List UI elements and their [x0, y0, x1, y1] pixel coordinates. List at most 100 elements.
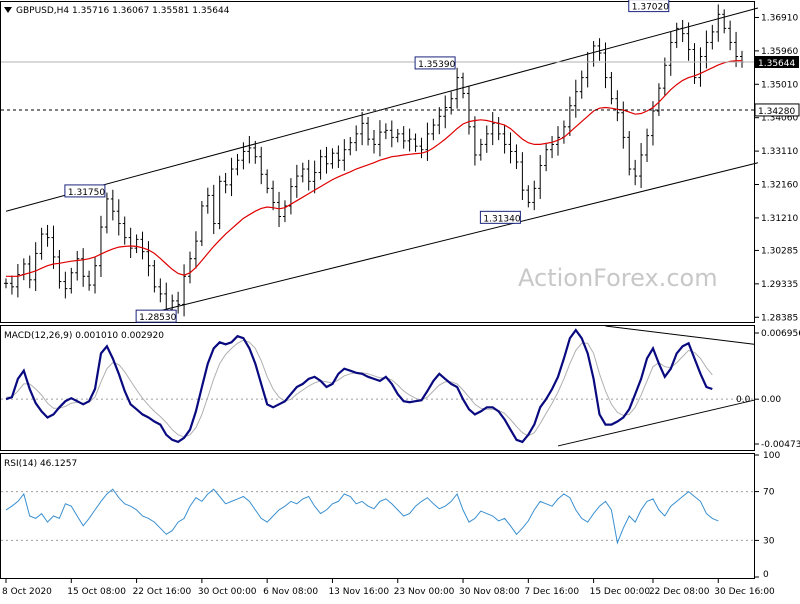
price-bar [205, 187, 210, 214]
price-bar [502, 124, 507, 154]
x-tick-label: 15 Dec 00:00 [590, 587, 651, 597]
price-bar [336, 145, 341, 168]
annotation-label: 1.28530 [139, 313, 176, 323]
macd-y-tick-label: -0.004736 [761, 440, 800, 450]
price-bar [639, 143, 644, 189]
price-bar [556, 126, 560, 156]
price-bar [615, 90, 620, 122]
price-bar [740, 50, 744, 68]
x-tick-label: 7 Dec 16:00 [524, 587, 579, 597]
price-bar [235, 153, 240, 176]
macd-panel-frame [0, 325, 755, 451]
price-bar [122, 216, 127, 245]
price-y-tick-label: 1.32160 [761, 181, 798, 191]
macd-y-tick-label: 0.006956 [761, 329, 800, 339]
price-y-tick-label: 1.30285 [761, 246, 798, 256]
x-tick-label: 30 Oct 00:00 [198, 587, 257, 597]
price-bar [544, 144, 549, 172]
rsi-title: RSI(14) 46.1257 [4, 459, 77, 469]
annotation-box [135, 309, 177, 323]
macd-zero-label: 0.0 [736, 395, 751, 405]
price-bar [472, 116, 477, 166]
annotation-box [64, 184, 106, 198]
price-bar [377, 120, 382, 157]
price-y-tick-label: 1.36910 [761, 13, 798, 23]
price-bar [449, 91, 454, 115]
price-bar [39, 227, 44, 260]
price-bar [176, 291, 181, 314]
price-annotation: 1.31750 [64, 184, 106, 198]
price-bar [128, 227, 133, 258]
price-bar [348, 137, 353, 156]
price-bar [413, 133, 418, 152]
price-bar [277, 191, 282, 228]
price-bar [93, 257, 98, 294]
price-bar [680, 19, 685, 43]
price-bar [461, 72, 466, 99]
price-bar [193, 231, 198, 269]
price-bar [573, 79, 578, 118]
price-bar [199, 201, 204, 247]
x-tick-label: 6 Nov 08:00 [263, 587, 318, 597]
annotation-label: 1.31340 [483, 214, 520, 224]
price-bar [597, 38, 602, 61]
price-bar [294, 164, 299, 198]
macd-triangle-upper [605, 325, 755, 345]
price-bar [431, 118, 436, 141]
x-tick-label: 8 Oct 2020 [2, 587, 52, 597]
price-bar [567, 96, 572, 136]
price-bar [526, 185, 531, 208]
price-bar [668, 31, 673, 76]
x-tick-label: 13 Nov 16:00 [328, 587, 389, 597]
annotation-label: 1.37020 [632, 3, 669, 13]
price-bar [152, 260, 157, 293]
rsi-panel-frame [0, 453, 755, 579]
horizontal-level-label: 1.34280 [758, 107, 795, 117]
price-bar [342, 139, 347, 171]
x-tick-label: 30 Dec 16:00 [714, 587, 775, 597]
price-bar [585, 51, 590, 88]
price-bar [300, 162, 305, 183]
price-bar [57, 249, 62, 289]
price-bar [288, 178, 293, 215]
price-bar [514, 144, 519, 170]
price-bar [211, 184, 216, 235]
price-panel-frame [0, 1, 755, 323]
price-bar [609, 71, 614, 105]
watermark: ActionForex.com [518, 264, 718, 292]
price-bar [104, 192, 109, 234]
price-bar [282, 200, 287, 223]
price-bar [223, 172, 228, 194]
price-y-tick-label: 1.35960 [761, 47, 798, 57]
price-bar [538, 154, 543, 199]
price-bar [259, 146, 264, 185]
rsi-y-tick-label: 0 [763, 570, 769, 580]
macd-title: MACD(12,26,9) 0.001010 0.002920 [4, 331, 164, 341]
price-bar [550, 135, 555, 159]
price-bar [69, 267, 74, 294]
price-bar [188, 251, 192, 284]
price-bar [722, 9, 727, 34]
current-price-tag [755, 55, 799, 68]
price-bar [217, 175, 222, 230]
current-price-label: 1.35644 [758, 59, 795, 69]
macd-triangle-lower [557, 399, 755, 447]
price-bar [662, 57, 667, 96]
price-bar [265, 169, 270, 194]
price-bar [383, 123, 388, 140]
collapse-triangle-icon[interactable] [4, 7, 12, 13]
price-bar [704, 30, 709, 69]
price-bar [490, 112, 495, 146]
macd-layer: 0.006956 0.00 -0.004736 0.0 [1, 325, 800, 450]
price-annotation: 1.35390 [414, 56, 456, 70]
price-bar [466, 85, 471, 135]
price-bar [110, 189, 115, 221]
price-bar [716, 4, 721, 42]
price-y-tick-label: 1.35010 [761, 80, 798, 90]
price-bar [698, 47, 703, 87]
price-bar [324, 146, 329, 174]
price-bar [63, 271, 68, 299]
price-y-tick-label: 1.33110 [761, 147, 798, 157]
price-bar [21, 258, 26, 281]
